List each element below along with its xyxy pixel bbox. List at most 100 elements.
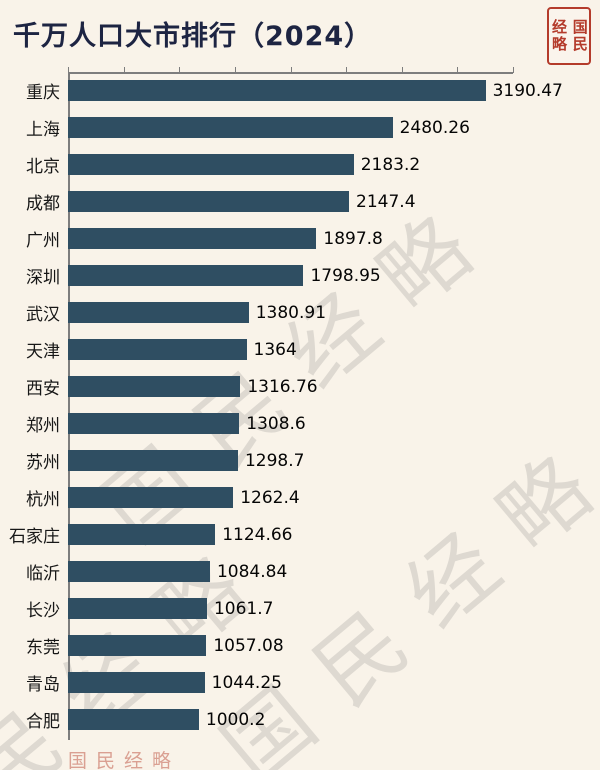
bar-track: 3190.47 [68, 72, 600, 109]
seal-text-right: 国民 [570, 19, 589, 53]
bar-value: 2147.4 [356, 191, 416, 212]
bar-value: 1262.4 [240, 487, 300, 508]
axis-tick [68, 67, 69, 73]
bar-row: 杭州 1262.4 [0, 479, 600, 516]
bar-track: 1308.6 [68, 405, 600, 442]
bar [68, 598, 207, 619]
bar-label: 石家庄 [9, 527, 60, 547]
bar-value: 3190.47 [492, 80, 563, 101]
bar-value: 1044.25 [211, 672, 282, 693]
bar-row: 广州 1897.8 [0, 220, 600, 257]
axis-tick [234, 67, 236, 73]
axis-tick [123, 67, 125, 73]
bar-row: 东莞 1057.08 [0, 627, 600, 664]
bar-value: 1380.91 [255, 302, 327, 323]
bar-value: 1061.7 [213, 598, 274, 619]
bar-row: 青岛 1044.25 [0, 664, 600, 701]
axis-tick [346, 67, 348, 73]
bar-value: 1084.84 [216, 561, 288, 582]
bar-label: 广州 [26, 231, 60, 251]
bar-label: 深圳 [26, 268, 60, 288]
bar-track: 1061.7 [68, 590, 600, 627]
bar-row: 临沂 1084.84 [0, 553, 600, 590]
axis-tick [401, 67, 403, 73]
bar [68, 265, 304, 286]
bar-value: 1057.08 [213, 635, 284, 656]
bar [68, 302, 249, 323]
bar [68, 635, 207, 656]
bar-row: 长沙 1061.7 [0, 590, 600, 627]
y-axis-line [68, 72, 70, 740]
bar [68, 376, 241, 397]
bar [68, 117, 393, 138]
bar-label: 武汉 [26, 305, 60, 325]
x-axis-line [68, 67, 514, 74]
bar-track: 1000.2 [68, 701, 600, 738]
bar [68, 672, 205, 693]
bar-track: 2183.2 [68, 146, 600, 183]
bar-row: 上海 2480.26 [0, 109, 600, 146]
bar-value: 1316.76 [247, 376, 318, 397]
bar-row: 郑州 1308.6 [0, 405, 600, 442]
bar-rows: 重庆 3190.47 上海 2480.26 北京 2183.2 成都 2147.4 广州 1897… [0, 72, 600, 738]
axis-tick [513, 67, 514, 73]
bar-chart: 重庆 3190.47 上海 2480.26 北京 2183.2 成都 2147.4 广州 1897… [0, 67, 600, 740]
bar-track: 1364 [68, 331, 600, 368]
bar-row: 合肥 1000.2 [0, 701, 600, 738]
bar [68, 487, 234, 508]
bar-label: 苏州 [26, 453, 60, 473]
bar-row: 苏州 1298.7 [0, 442, 600, 479]
bar-row: 西安 1316.76 [0, 368, 600, 405]
bar-row: 天津 1364 [0, 331, 600, 368]
axis-tick [457, 67, 459, 73]
bar-track: 2147.4 [68, 183, 600, 220]
bar-label: 临沂 [26, 564, 60, 584]
bar-value: 1308.6 [246, 413, 306, 434]
bar-value: 1298.7 [244, 450, 305, 471]
axis-tick [179, 67, 181, 73]
bar-label: 重庆 [26, 83, 60, 103]
bar [68, 339, 247, 360]
bar-row: 北京 2183.2 [0, 146, 600, 183]
bar-track: 1380.91 [68, 294, 600, 331]
bar-track: 1897.8 [68, 220, 600, 257]
bar-track: 1316.76 [68, 368, 600, 405]
bar-value: 1000.2 [205, 709, 266, 730]
bar-value: 2480.26 [399, 117, 470, 138]
publisher-seal: 经略 国民 [547, 7, 591, 65]
bar [68, 524, 216, 545]
axis-tick [290, 67, 292, 73]
bar-label: 天津 [26, 342, 60, 362]
bar-value: 2183.2 [360, 154, 421, 175]
seal-text-left: 经略 [550, 19, 568, 53]
bar-row: 成都 2147.4 [0, 183, 600, 220]
bar-label: 杭州 [26, 490, 60, 510]
bar [68, 450, 238, 471]
bar [68, 80, 486, 101]
footer-watermark: 国民经略 [68, 750, 181, 770]
bar-value: 1897.8 [323, 228, 383, 249]
bar-label: 合肥 [26, 712, 60, 732]
bar-row: 重庆 3190.47 [0, 72, 600, 109]
bar [68, 154, 354, 175]
bar-label: 上海 [26, 120, 60, 140]
bar-label: 成都 [26, 194, 60, 214]
bar-label: 郑州 [26, 416, 60, 436]
bar-label: 长沙 [26, 601, 60, 621]
bar-track: 1044.25 [68, 664, 600, 701]
bar-track: 2480.26 [68, 109, 600, 146]
bar-value: 1124.66 [222, 524, 293, 545]
bar-label: 青岛 [26, 675, 60, 695]
bar [68, 228, 317, 249]
bar-value: 1798.95 [310, 265, 381, 286]
bar-label: 西安 [26, 379, 60, 399]
bar [68, 561, 210, 582]
bar [68, 413, 240, 434]
bar-track: 1798.95 [68, 257, 600, 294]
bar-label: 北京 [26, 157, 60, 177]
bar-track: 1262.4 [68, 479, 600, 516]
bar-row: 石家庄 1124.66 [0, 516, 600, 553]
bar-track: 1084.84 [68, 553, 600, 590]
bar-value: 1364 [253, 339, 297, 360]
